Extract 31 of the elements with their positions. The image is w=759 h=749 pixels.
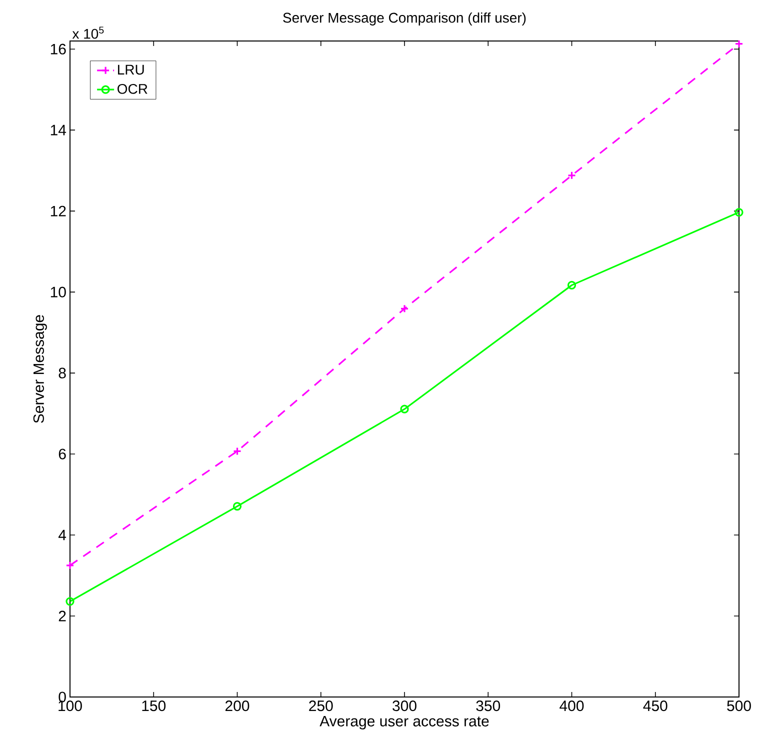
- point: [400, 304, 409, 313]
- x-tick-label: 250: [309, 700, 333, 712]
- point: [567, 280, 576, 290]
- legend-label: OCR: [118, 84, 148, 94]
- y-tick-label: 16: [50, 44, 66, 54]
- point: [567, 171, 576, 180]
- x-tick-label: 200: [225, 700, 250, 712]
- y-tick-label: 8: [58, 368, 66, 378]
- chart-title: Server Message Comparison (diff user): [283, 12, 526, 26]
- point: [400, 404, 409, 414]
- y-tick-label: 10: [50, 286, 66, 298]
- point: [66, 561, 74, 570]
- y-tick-label: 4: [58, 530, 66, 540]
- y-tick-label: 12: [50, 206, 66, 216]
- y-tick-label: 6: [58, 448, 66, 460]
- x-tick-label: 450: [643, 700, 668, 712]
- point: [734, 40, 744, 48]
- y-tick-label: 14: [50, 124, 66, 136]
- x-tick-label: 300: [392, 700, 416, 712]
- y-axis-title: Server Message: [33, 315, 47, 423]
- point: [232, 446, 242, 456]
- legend-label: LRU: [118, 64, 144, 75]
- text: x 10$^{5}$: [72, 26, 104, 39]
- x-axis-title: Average user access rate: [320, 716, 489, 730]
- x-tick-label: 400: [560, 700, 584, 712]
- x-tick-label: 500: [727, 700, 751, 712]
- point: [232, 502, 242, 511]
- x-tick-label: 150: [142, 700, 166, 712]
- x-tick-label: 100: [58, 700, 82, 712]
- x-tick-label: 350: [476, 700, 500, 712]
- y-tick-label: 2: [58, 610, 66, 622]
